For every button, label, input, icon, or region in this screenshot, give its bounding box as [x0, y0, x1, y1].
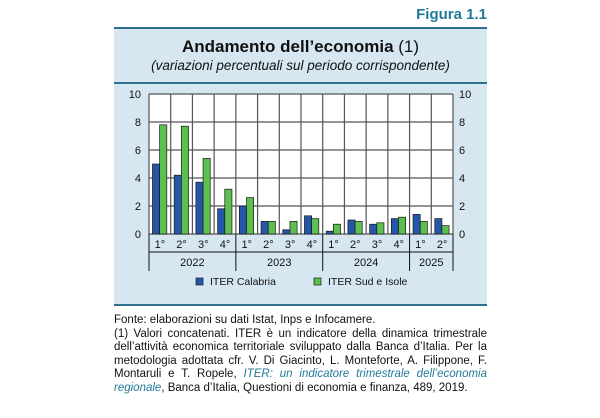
- chart-panel: Andamento dell’economia (1) (variazioni …: [114, 27, 487, 306]
- legend-swatch: [195, 277, 204, 286]
- bar-calabria: [173, 174, 182, 235]
- y-tick-label-right: 6: [459, 145, 465, 157]
- bar-sud-e-isole: [181, 125, 189, 235]
- bar-calabria: [152, 163, 160, 235]
- bar-calabria: [390, 218, 399, 235]
- y-tick-label-left: 2: [135, 201, 141, 213]
- bar-sud-e-isole: [354, 221, 363, 235]
- title-note: (1): [398, 37, 420, 56]
- footnote-text-end: , Banca d’Italia, Questioni di economia …: [161, 381, 468, 394]
- x-tick-label: 1°: [241, 239, 252, 251]
- bar-chart: 0 0 2 2 4 4 6 6 8 8 10 10 1° 2° 3° 4° 1° 2° 3° 4° 1° 2° 3° 4° 1°…: [129, 89, 472, 288]
- y-tick-label-right: 8: [459, 117, 465, 129]
- x-tick-label: 2°: [350, 239, 361, 251]
- figure-label: Figura 1.1: [416, 6, 487, 23]
- bar-sud-e-isole: [159, 124, 168, 235]
- divider: [114, 82, 487, 84]
- bar-calabria: [238, 205, 247, 235]
- x-tick-label: 4°: [220, 239, 231, 251]
- x-group-label: 2024: [354, 257, 378, 269]
- x-tick-label: 3°: [285, 239, 296, 251]
- bar-calabria: [282, 229, 291, 235]
- x-tick-label: 1°: [415, 239, 426, 251]
- bar-calabria: [260, 221, 269, 235]
- x-tick-label: 4°: [393, 239, 404, 251]
- y-tick-label-left: 10: [129, 89, 141, 101]
- x-tick-label: 1°: [328, 239, 339, 251]
- bar-sud-e-isole: [202, 158, 211, 235]
- chart-subtitle: (variazioni percentuali sul periodo corr…: [151, 58, 450, 73]
- footnotes: Fonte: elaborazioni su dati Istat, Inps …: [114, 314, 487, 396]
- bar-calabria: [412, 214, 421, 235]
- bar-sud-e-isole: [376, 222, 385, 235]
- bar-sud-e-isole: [267, 221, 276, 235]
- x-tick-label: 2°: [176, 239, 187, 251]
- bar-calabria: [325, 230, 334, 235]
- footnote-text: (1) Valori concatenati. ITER è un indica…: [114, 327, 487, 381]
- bar-sud-e-isole: [246, 197, 255, 235]
- y-tick-label-right: 10: [459, 89, 471, 101]
- bar-sud-e-isole: [333, 223, 341, 235]
- y-tick-label-left: 4: [135, 173, 141, 185]
- bar-sud-e-isole: [289, 221, 298, 235]
- y-tick-label-left: 0: [135, 229, 141, 241]
- bar-calabria: [347, 219, 356, 235]
- y-tick-label-right: 4: [459, 173, 465, 185]
- x-group-label: 2023: [267, 257, 291, 269]
- x-group-label: 2025: [419, 257, 443, 269]
- x-group-label: 2022: [180, 257, 204, 269]
- x-tick-label: 3°: [372, 239, 383, 251]
- title-text: Andamento dell’economia: [181, 37, 394, 56]
- bar-sud-e-isole: [311, 218, 320, 235]
- y-tick-label-left: 6: [135, 145, 141, 157]
- reference-link[interactable]: ITER: un indicatore trimestrale dell’eco…: [114, 368, 487, 394]
- x-tick-label: 4°: [307, 239, 318, 251]
- x-tick-label: 2°: [437, 239, 448, 251]
- x-tick-label: 3°: [198, 239, 209, 251]
- bar-sud-e-isole: [398, 216, 407, 235]
- bar-calabria: [195, 181, 204, 235]
- y-tick-label-left: 8: [135, 117, 141, 129]
- bar-calabria: [369, 223, 378, 235]
- bar-sud-e-isole: [224, 188, 233, 235]
- x-tick-label: 1°: [155, 239, 166, 251]
- bar-calabria: [434, 218, 443, 235]
- source-note: Fonte: elaborazioni su dati Istat, Inps …: [114, 314, 376, 326]
- footnote-1: (1) Valori concatenati. ITER è un indica…: [114, 328, 487, 396]
- x-tick-label: 2°: [263, 239, 274, 251]
- bar-sud-e-isole: [441, 225, 450, 235]
- legend-label: ITER Calabria: [210, 276, 276, 288]
- legend-swatch: [313, 277, 322, 286]
- chart-title: Andamento dell’economia (1): [114, 37, 487, 57]
- bar-calabria: [304, 215, 312, 235]
- y-tick-label-right: 0: [459, 229, 465, 241]
- y-tick-label-right: 2: [459, 201, 465, 213]
- legend-label: ITER Sud e Isole: [328, 276, 408, 288]
- bar-sud-e-isole: [419, 221, 428, 235]
- bar-calabria: [217, 208, 226, 235]
